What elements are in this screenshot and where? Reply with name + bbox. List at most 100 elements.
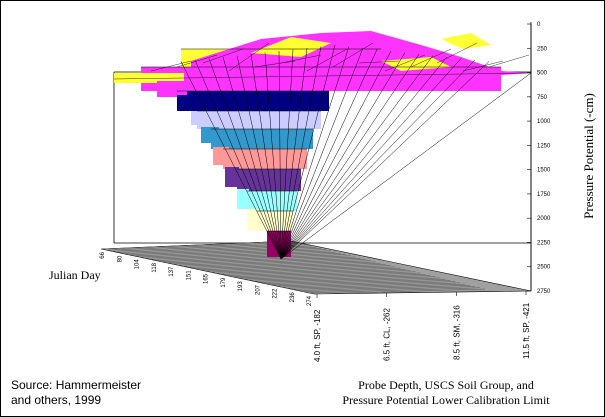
mesh-line: [436, 42, 478, 64]
mesh-line: [280, 55, 434, 260]
julian-day-tick-label: 236: [290, 292, 296, 303]
source-note: Source: Hammermeister and others, 1999: [11, 378, 181, 408]
surface-step: [213, 147, 229, 165]
z-tick-label: 2250: [537, 240, 551, 246]
mesh-line: [280, 72, 532, 260]
floor-ridge-line: [182, 259, 366, 267]
surface-step: [177, 95, 201, 109]
mesh-line: [280, 46, 322, 260]
mesh-line: [194, 59, 282, 260]
floor-ridge-line: [155, 253, 341, 261]
mesh-line: [176, 54, 218, 68]
z-tick-label: 2000: [537, 216, 551, 222]
mesh-line: [202, 48, 244, 64]
z-tick-label: 500: [537, 71, 548, 77]
floor-ridge-line: [237, 271, 416, 279]
z-axis-label: Pressure Potential (-cm): [581, 93, 596, 219]
mesh-line: [280, 50, 392, 260]
floor-ridge-line: [303, 286, 476, 292]
mesh-line: [488, 54, 530, 68]
mesh-line: [280, 47, 308, 260]
floor-ridge-line: [139, 249, 326, 258]
floor-ridge-line: [308, 287, 481, 294]
mesh-line: [150, 60, 192, 72]
mesh-line: [306, 48, 348, 72]
julian-day-tick-label: 179: [221, 277, 227, 288]
x-axis-label: Julian Day: [49, 268, 101, 282]
mesh-line: [222, 56, 282, 260]
depth-category-label: 4.0 ft, SP, -182: [313, 309, 322, 362]
z-tick-label: 250: [537, 46, 548, 52]
surface-bands: [114, 31, 531, 257]
floor-ridge-line: [177, 257, 361, 266]
surface-band: [247, 191, 297, 211]
mesh-line: [280, 61, 490, 260]
julian-day-tick-label: 193: [238, 281, 244, 292]
floor-ridge-line: [286, 282, 461, 289]
julian-day-tick-label: 137: [169, 266, 175, 277]
floor-ridge-line: [166, 255, 351, 264]
floor-ridge-line: [144, 250, 331, 259]
julian-day-tick-label: 222: [273, 288, 279, 299]
mesh-line: [358, 60, 400, 64]
surface-band: [257, 211, 293, 231]
floor-ridge-line: [292, 283, 466, 290]
floor-ridge-line: [171, 256, 356, 265]
floor-ridge-line: [242, 272, 421, 280]
julian-day-tick-label: 104: [135, 259, 141, 270]
surface-step: [237, 189, 249, 209]
mesh-line: [236, 55, 282, 260]
mesh-line: [264, 52, 282, 260]
mesh-line: [278, 50, 282, 260]
floor-ridge-line: [264, 277, 441, 284]
julian-day-tick-label: 151: [186, 270, 192, 281]
floor-ridge-line: [100, 240, 292, 250]
floor-ridge-line: [253, 275, 431, 282]
source-line-1: Source: Hammermeister: [11, 378, 142, 392]
julian-day-tick-label: 66: [100, 251, 106, 258]
depth-category-label: 8.5 ft, SM, -316: [452, 305, 461, 360]
mesh-line: [280, 53, 420, 260]
floor-ridge-line: [297, 285, 471, 291]
mesh-line: [410, 48, 452, 68]
mesh-line: [180, 61, 282, 260]
z-tick-label: 1750: [537, 192, 551, 198]
depth-category-label: 6.5 ft, CL, -262: [383, 308, 392, 361]
surface-top-highlight: [441, 33, 491, 49]
floor-ridge-line: [188, 260, 371, 268]
surface-step: [225, 167, 239, 187]
floor-ridge-line: [275, 280, 451, 287]
mesh-line: [280, 46, 350, 260]
surface-step: [157, 81, 187, 97]
floor-ridge-line: [248, 273, 426, 281]
z-tick-label: 1000: [537, 119, 551, 125]
julian-day-tick-label: 274: [307, 295, 313, 306]
mesh-line: [280, 44, 336, 260]
floor-ridge-line: [150, 251, 336, 260]
mesh-line: [250, 53, 282, 260]
mesh-line: [228, 42, 270, 72]
floor-ridge-line: [204, 264, 386, 272]
floor-ridge-line: [161, 254, 346, 262]
mesh-line: [280, 49, 294, 260]
floor-ridge-line: [210, 265, 391, 273]
floor-ridge-line: [193, 261, 376, 269]
z-tick-label: 0: [537, 22, 541, 28]
surface-step: [191, 111, 211, 125]
surface-step: [201, 127, 219, 143]
surface-top-highlight: [381, 57, 451, 71]
mesh-line: [208, 58, 282, 260]
surface-mesh: [113, 42, 532, 260]
mesh-line: [280, 58, 462, 260]
mesh-line: [280, 54, 322, 64]
mesh-line: [384, 54, 426, 72]
mesh-line: [462, 60, 504, 72]
floor-ridge-line: [106, 241, 296, 251]
floor-ridge-line: [199, 262, 381, 271]
mesh-line: [280, 49, 378, 260]
surface-band: [197, 111, 321, 129]
mesh-line: [280, 59, 476, 260]
julian-day-tick-label: 118: [152, 262, 158, 272]
mesh-line: [113, 72, 532, 80]
